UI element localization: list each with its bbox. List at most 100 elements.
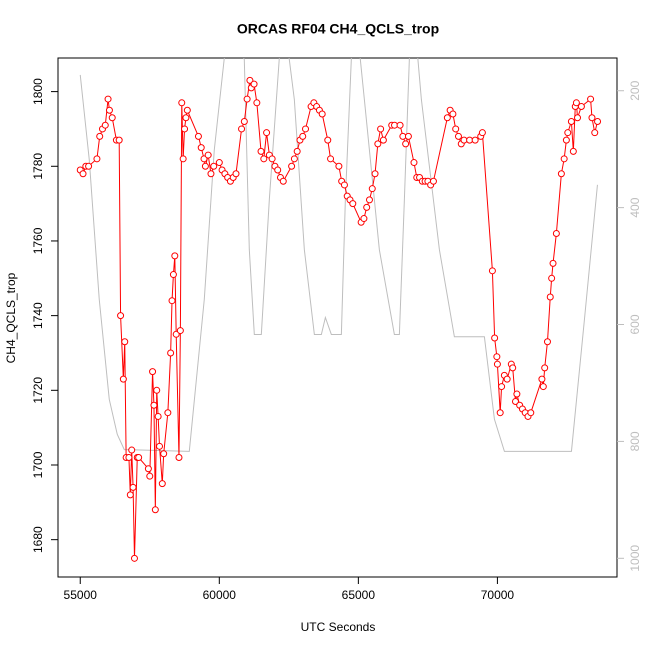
data-point bbox=[204, 151, 212, 159]
data-point bbox=[577, 103, 585, 111]
data-point bbox=[588, 114, 596, 122]
y-tick-label: 1720 bbox=[31, 377, 45, 404]
data-point bbox=[572, 99, 580, 107]
data-point bbox=[503, 375, 511, 383]
y2-tick-label: 400 bbox=[628, 197, 642, 217]
data-point bbox=[175, 454, 183, 462]
data-point bbox=[149, 368, 157, 376]
data-point bbox=[119, 375, 127, 383]
data-point bbox=[541, 364, 549, 372]
series-line bbox=[79, 80, 599, 559]
data-point bbox=[377, 125, 385, 133]
data-point bbox=[402, 140, 410, 148]
data-point bbox=[215, 159, 223, 167]
data-point bbox=[449, 110, 457, 118]
data-point bbox=[363, 203, 371, 211]
data-point bbox=[513, 390, 521, 398]
data-point bbox=[207, 170, 215, 178]
data-point bbox=[121, 338, 129, 346]
data-point bbox=[96, 132, 104, 140]
data-point bbox=[454, 132, 462, 140]
y-tick-label: 1780 bbox=[31, 153, 45, 180]
data-point bbox=[299, 132, 307, 140]
data-point bbox=[340, 181, 348, 189]
data-point bbox=[527, 409, 535, 417]
data-point bbox=[153, 386, 161, 394]
data-point bbox=[178, 99, 186, 107]
data-point bbox=[543, 338, 551, 346]
data-point bbox=[288, 162, 296, 170]
data-point bbox=[293, 147, 301, 155]
data-point bbox=[260, 155, 268, 163]
data-point bbox=[125, 454, 133, 462]
data-point bbox=[85, 162, 93, 170]
data-point bbox=[250, 80, 258, 88]
data-point bbox=[567, 117, 575, 125]
data-point bbox=[164, 409, 172, 417]
data-point bbox=[552, 229, 560, 237]
series-line bbox=[79, 58, 598, 452]
y-tick-label: 1740 bbox=[31, 302, 45, 329]
data-point bbox=[562, 136, 570, 144]
data-point bbox=[498, 383, 506, 391]
data-point bbox=[126, 491, 134, 499]
data-point bbox=[263, 129, 271, 137]
data-point bbox=[318, 110, 326, 118]
plot-frame bbox=[57, 57, 618, 578]
data-point bbox=[146, 472, 154, 480]
data-point bbox=[105, 106, 113, 114]
data-point bbox=[471, 136, 479, 144]
data-point bbox=[171, 252, 179, 260]
data-point bbox=[549, 259, 557, 267]
data-point bbox=[349, 200, 357, 208]
data-point bbox=[101, 121, 109, 129]
data-point bbox=[160, 450, 168, 458]
data-point bbox=[179, 155, 187, 163]
data-point bbox=[488, 267, 496, 275]
data-point bbox=[443, 114, 451, 122]
x-tick-label: 65000 bbox=[342, 588, 376, 602]
data-point bbox=[150, 401, 158, 409]
data-point bbox=[493, 353, 501, 361]
data-point bbox=[335, 162, 343, 170]
data-point bbox=[117, 312, 125, 320]
data-point bbox=[452, 125, 460, 133]
y2-tick-label: 1000 bbox=[628, 545, 642, 572]
data-point bbox=[548, 274, 556, 282]
data-point bbox=[108, 114, 116, 122]
data-point bbox=[182, 114, 190, 122]
data-point bbox=[181, 125, 189, 133]
y-tick-label: 1760 bbox=[31, 227, 45, 254]
data-point bbox=[509, 364, 517, 372]
y2-tick-label: 600 bbox=[628, 314, 642, 334]
data-point bbox=[183, 106, 191, 114]
data-point bbox=[302, 125, 310, 133]
data-point bbox=[201, 162, 209, 170]
data-point bbox=[560, 155, 568, 163]
y-tick-label: 1680 bbox=[31, 526, 45, 553]
data-point bbox=[493, 360, 501, 368]
data-point bbox=[130, 554, 138, 562]
data-point bbox=[115, 136, 123, 144]
data-point bbox=[496, 409, 504, 417]
data-point bbox=[253, 99, 261, 107]
data-point bbox=[574, 114, 582, 122]
y-axis-label: CH4_QCLS_trop bbox=[4, 272, 18, 363]
data-point bbox=[93, 155, 101, 163]
data-point bbox=[371, 170, 379, 178]
data-point bbox=[135, 454, 143, 462]
x-tick-label: 70000 bbox=[481, 588, 515, 602]
data-point bbox=[128, 446, 136, 454]
data-point bbox=[491, 334, 499, 342]
data-point bbox=[167, 349, 175, 357]
data-point bbox=[154, 412, 162, 420]
data-point bbox=[591, 129, 599, 137]
data-point bbox=[104, 95, 112, 103]
data-point bbox=[158, 480, 166, 488]
data-point bbox=[210, 162, 218, 170]
data-point bbox=[396, 121, 404, 129]
data-point bbox=[569, 147, 577, 155]
data-point bbox=[238, 125, 246, 133]
data-point bbox=[197, 144, 205, 152]
